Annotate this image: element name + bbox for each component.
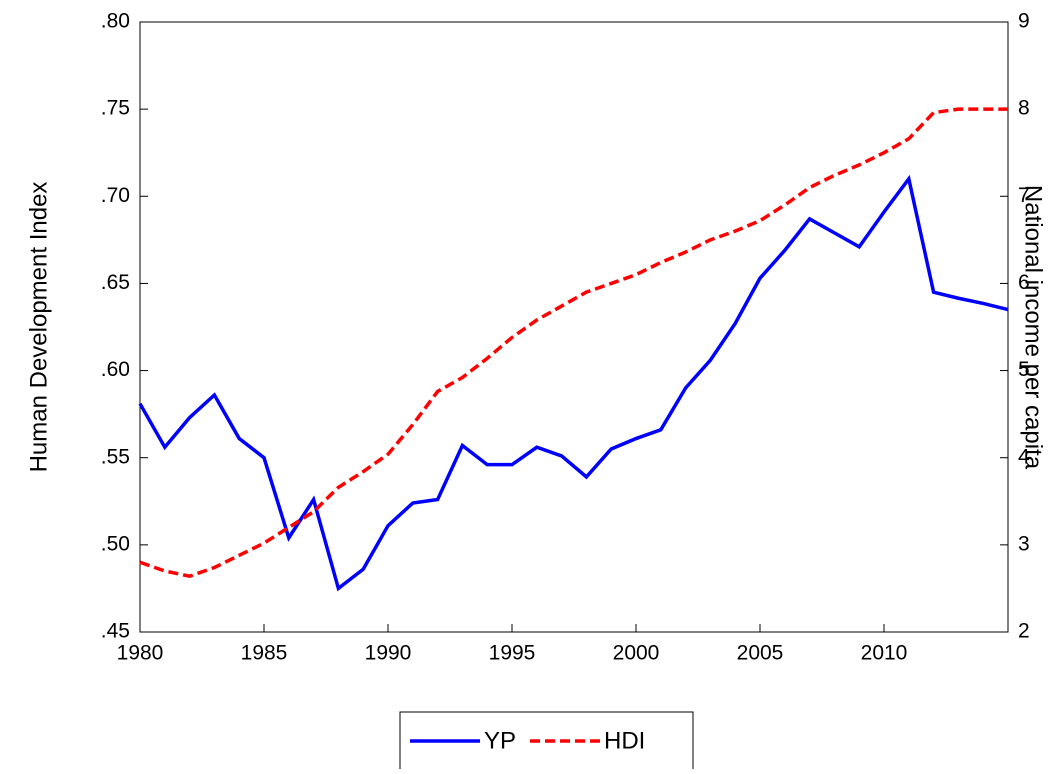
x-tick-label: 1990 <box>365 642 412 665</box>
y2-tick-label: 5 <box>1018 358 1030 381</box>
x-tick-label: 2005 <box>737 642 784 665</box>
x-tick-label: 1980 <box>117 642 164 665</box>
y-tick-label: .70 <box>101 184 130 207</box>
y2-tick-label: 4 <box>1018 445 1030 468</box>
y-tick-label: .55 <box>101 445 130 468</box>
series-line <box>139 107 1008 579</box>
y-axis-label: Human Development Index <box>25 182 52 473</box>
plot-frame <box>139 21 1009 633</box>
x-tick-label: 2000 <box>613 642 660 665</box>
y2-tick-label: 7 <box>1018 184 1030 207</box>
y2-tick-label: 9 <box>1018 10 1030 33</box>
y-tick-label: .65 <box>101 271 130 294</box>
x-tick-label: 2010 <box>861 642 908 665</box>
series-line <box>138 174 1009 592</box>
legend-label: YP <box>484 727 516 754</box>
y2-axis-label: National income per capita <box>1020 185 1047 470</box>
y-tick-label: .45 <box>101 620 130 643</box>
y-tick-label: .80 <box>101 10 130 33</box>
y2-tick-label: 6 <box>1018 271 1030 294</box>
y2-tick-label: 3 <box>1018 532 1030 555</box>
legend-label: HDI <box>604 727 645 754</box>
y2-tick-label: 8 <box>1018 97 1030 120</box>
x-tick-label: 1985 <box>241 642 288 665</box>
y-tick-label: .60 <box>101 358 130 381</box>
y2-tick-label: 2 <box>1018 620 1030 643</box>
y-tick-label: .50 <box>101 532 130 555</box>
y-tick-label: .75 <box>101 97 130 120</box>
x-tick-label: 1995 <box>489 642 536 665</box>
